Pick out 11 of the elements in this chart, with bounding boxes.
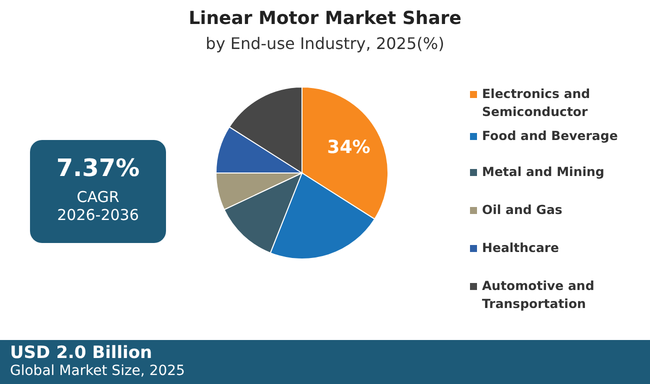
- legend-label: Automotive and Transportation: [482, 277, 596, 313]
- legend-label: Food and Beverage: [482, 127, 619, 145]
- footer-banner: USD 2.0 Billion Global Market Size, 2025: [0, 340, 650, 384]
- chart-subtitle: by End-use Industry, 2025(%): [204, 34, 446, 53]
- summary-card: 7.37% CAGR 2026-2036: [30, 140, 166, 243]
- legend-label: Oil and Gas: [482, 201, 564, 219]
- chart-title: Linear Motor Market Share: [188, 8, 462, 29]
- data-label: 34%: [327, 136, 370, 158]
- legend-label: Healthcare: [482, 239, 560, 257]
- legend-label: Metal and Mining: [482, 163, 606, 181]
- legend-label: Electronics and Semiconductor: [482, 85, 592, 121]
